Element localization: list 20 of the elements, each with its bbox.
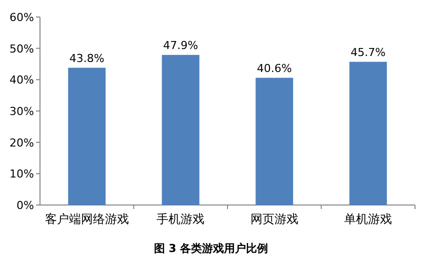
x-tick-label: 客户端网络游戏 <box>44 212 129 226</box>
data-label: 45.7% <box>350 46 386 59</box>
y-tick-label: 20% <box>10 136 34 150</box>
y-tick-label: 40% <box>10 74 34 87</box>
bar <box>256 78 294 205</box>
bar <box>349 62 387 205</box>
bar <box>68 68 106 205</box>
x-tick-label: 手机游戏 <box>156 212 205 226</box>
data-label: 43.8% <box>69 52 104 65</box>
y-tick-label: 60% <box>10 11 34 24</box>
y-tick-label: 50% <box>10 42 34 56</box>
bar <box>162 54 200 205</box>
data-label: 40.6% <box>256 62 292 75</box>
text: 图 3 各类游戏用户比例 <box>154 242 268 255</box>
data-label: 47.9% <box>163 38 198 52</box>
x-tick-label: 单机游戏 <box>344 212 392 226</box>
y-tick-label: 30% <box>10 105 34 118</box>
x-tick-label: 网页游戏 <box>250 212 298 226</box>
y-tick-label: 0% <box>16 199 34 212</box>
y-tick-label: 10% <box>10 168 34 181</box>
